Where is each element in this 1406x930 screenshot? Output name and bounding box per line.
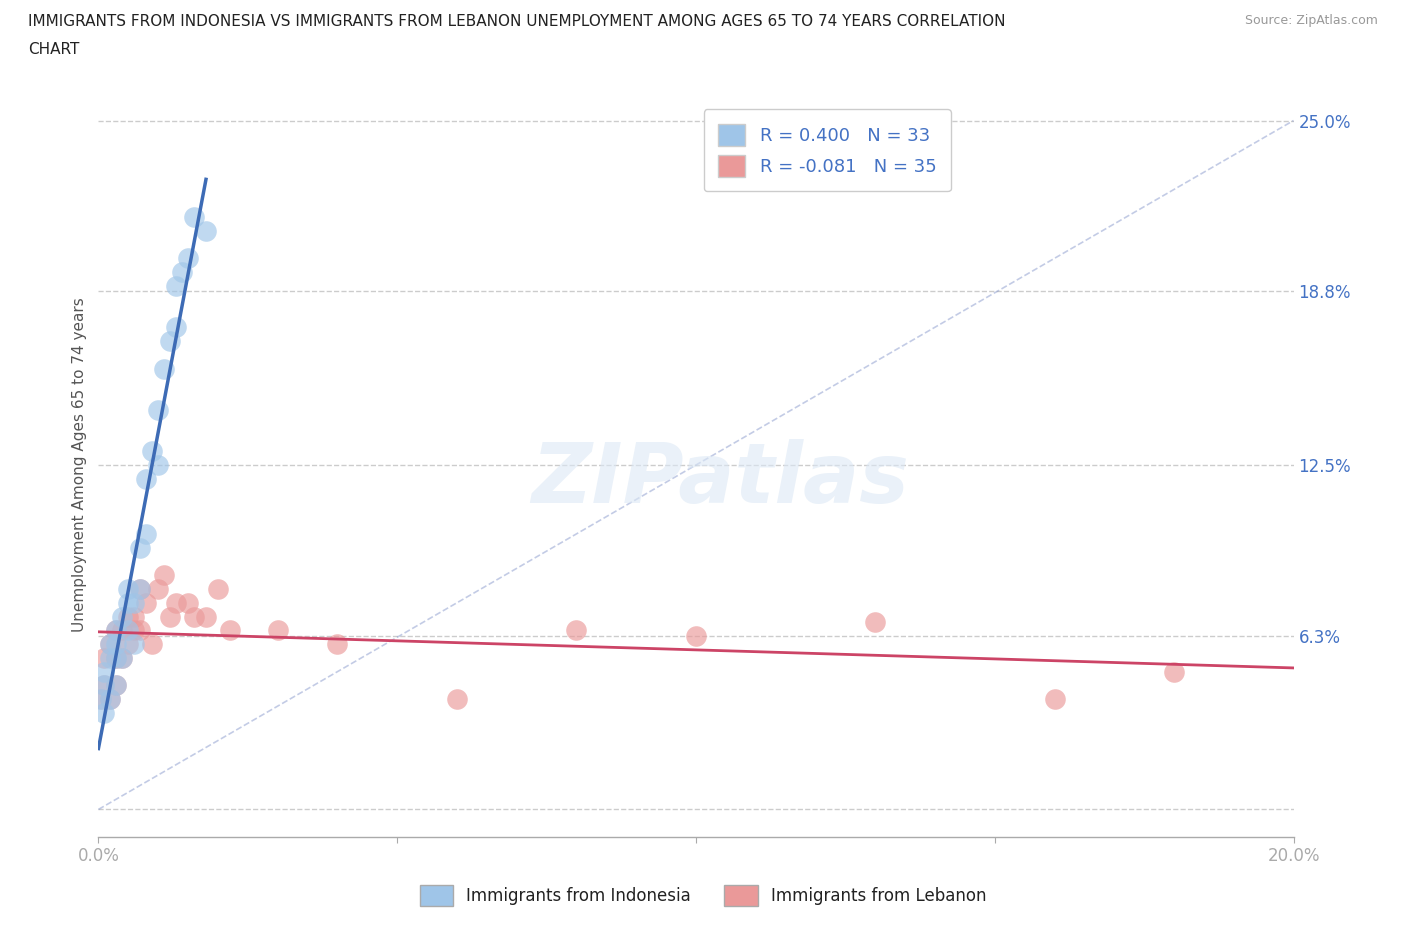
Point [195, 223, 218, 238]
Point [117, 637, 139, 652]
Point [129, 540, 152, 555]
Point [93, 650, 115, 665]
Point [105, 650, 128, 665]
Point [267, 623, 290, 638]
Point [111, 623, 134, 638]
Point [135, 595, 157, 610]
Point [124, 609, 146, 624]
Point [98, 692, 122, 707]
Point [183, 209, 205, 224]
Text: ZIPatlas: ZIPatlas [531, 439, 908, 521]
Point [93, 706, 115, 721]
Point [148, 581, 170, 596]
Point [141, 637, 163, 652]
Point [105, 637, 128, 652]
Point [165, 320, 187, 335]
Point [207, 581, 229, 596]
Point [1043, 692, 1066, 707]
Point [177, 251, 200, 266]
Point [98, 692, 122, 707]
Point [98, 637, 122, 652]
Point [219, 623, 242, 638]
Legend: Immigrants from Indonesia, Immigrants from Lebanon: Immigrants from Indonesia, Immigrants fr… [413, 879, 993, 912]
Point [159, 334, 181, 349]
Point [135, 472, 157, 486]
Point [165, 595, 187, 610]
Point [105, 623, 128, 638]
Point [117, 623, 139, 638]
Point [172, 265, 194, 280]
Point [165, 278, 187, 293]
Point [105, 650, 128, 665]
Point [148, 403, 170, 418]
Point [117, 581, 139, 596]
Point [565, 623, 588, 638]
Point [105, 623, 128, 638]
Point [1163, 664, 1185, 679]
Point [148, 458, 170, 472]
Point [153, 568, 176, 583]
Point [129, 581, 152, 596]
Point [93, 678, 115, 693]
Point [129, 581, 152, 596]
Point [93, 664, 115, 679]
Point [105, 678, 128, 693]
Point [111, 650, 134, 665]
Point [124, 623, 146, 638]
Point [98, 637, 122, 652]
Point [183, 609, 205, 624]
Point [685, 629, 707, 644]
Point [90, 692, 112, 707]
Point [111, 650, 134, 665]
Point [865, 615, 887, 630]
Point [90, 692, 112, 707]
Text: IMMIGRANTS FROM INDONESIA VS IMMIGRANTS FROM LEBANON UNEMPLOYMENT AMONG AGES 65 : IMMIGRANTS FROM INDONESIA VS IMMIGRANTS … [28, 14, 1005, 29]
Text: Source: ZipAtlas.com: Source: ZipAtlas.com [1244, 14, 1378, 27]
Point [195, 609, 218, 624]
Text: CHART: CHART [28, 42, 80, 57]
Legend: R = 0.400   N = 33, R = -0.081   N = 35: R = 0.400 N = 33, R = -0.081 N = 35 [704, 110, 950, 192]
Point [105, 678, 128, 693]
Point [111, 609, 134, 624]
Point [117, 609, 139, 624]
Point [93, 678, 115, 693]
Point [135, 526, 157, 541]
Point [326, 637, 349, 652]
Point [141, 444, 163, 458]
Y-axis label: Unemployment Among Ages 65 to 74 years: Unemployment Among Ages 65 to 74 years [72, 298, 87, 632]
Point [124, 595, 146, 610]
Point [98, 650, 122, 665]
Point [129, 623, 152, 638]
Point [159, 609, 181, 624]
Point [117, 595, 139, 610]
Point [124, 637, 146, 652]
Point [446, 692, 468, 707]
Point [153, 361, 176, 376]
Point [177, 595, 200, 610]
